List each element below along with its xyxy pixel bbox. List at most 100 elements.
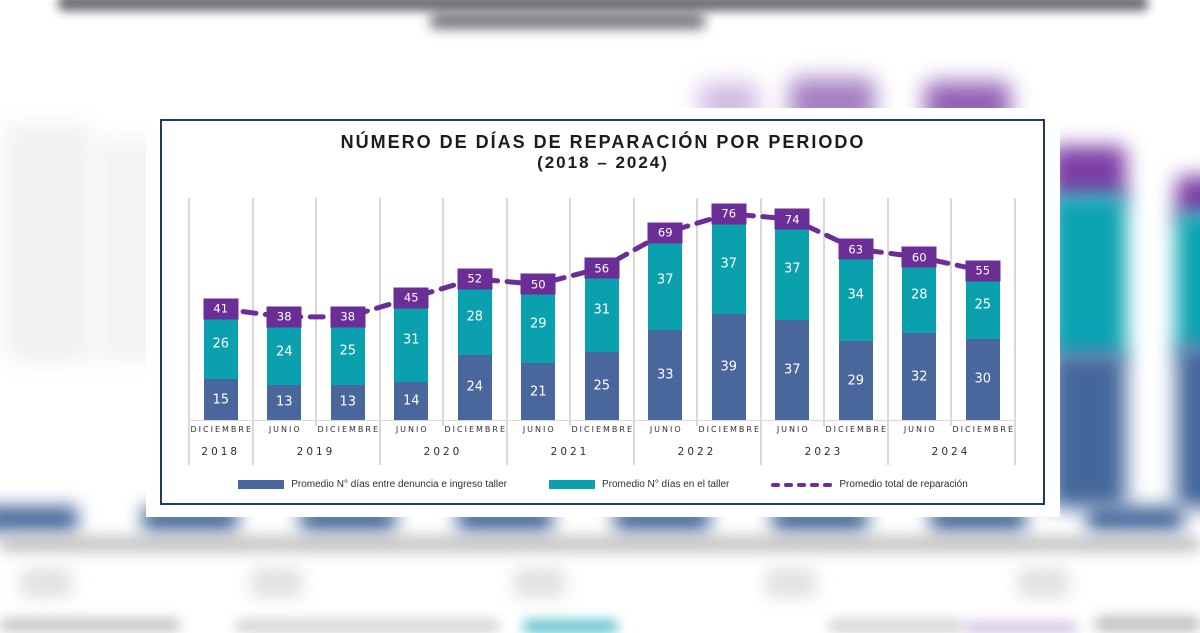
bar-segment-taller bbox=[203, 308, 238, 380]
legend-label: Promedio N° días en el taller bbox=[601, 479, 730, 490]
bar-segment-value: 15 bbox=[212, 392, 230, 408]
bar-segment-value: 14 bbox=[402, 393, 420, 409]
bar-segment-denuncia bbox=[648, 330, 683, 420]
legend-dash bbox=[797, 482, 807, 487]
bar-segment-value: 28 bbox=[466, 309, 484, 325]
x-axis-month-label: JUNIO bbox=[776, 425, 810, 434]
x-axis-year-label: 2022 bbox=[677, 446, 717, 458]
bg-right-bar1-teal bbox=[1050, 194, 1126, 360]
bg-right-bar2-teal bbox=[1176, 212, 1200, 352]
bar-segment-value: 31 bbox=[593, 302, 611, 318]
x-axis-month-label: DICIEMBRE bbox=[698, 425, 762, 434]
category-gridline bbox=[569, 198, 571, 426]
legend-label: Promedio total de reparación bbox=[839, 479, 968, 490]
year-separator-line bbox=[632, 198, 635, 465]
bar-segment-value: 33 bbox=[656, 367, 674, 383]
bar-segment-taller bbox=[394, 297, 429, 382]
bg-right-bar2-blue bbox=[1176, 344, 1200, 508]
total-label-box: 52 bbox=[457, 268, 493, 290]
chart-title: NÚMERO DE DÍAS DE REPARACIÓN POR PERIODO bbox=[340, 132, 866, 152]
bg-right-bar1-purple bbox=[1050, 146, 1126, 202]
legend-color-swatch bbox=[238, 480, 285, 489]
bar-segment-value: 31 bbox=[402, 332, 420, 348]
x-axis-month-label: DICIEMBRE bbox=[952, 425, 1016, 434]
plot-area: 15 26 13 24 13 25 14 31 24 28 21 29 25 31 33 37 39 37 37 37… bbox=[146, 108, 1060, 517]
x-axis-month-label: JUNIO bbox=[522, 425, 556, 434]
bar-segment-denuncia bbox=[711, 314, 746, 420]
bar-segment-denuncia bbox=[838, 341, 873, 420]
bg-legend-teal-swatch bbox=[523, 620, 618, 633]
legend-item: Promedio N° días en el taller bbox=[548, 479, 730, 490]
total-label-box: 69 bbox=[647, 222, 683, 244]
legend-dashed-line-swatch bbox=[771, 482, 833, 487]
bg-right-bar1-blue bbox=[1050, 352, 1126, 508]
bar-segment-value: 13 bbox=[339, 394, 357, 410]
total-label-box: 45 bbox=[393, 287, 429, 309]
year-separator-line bbox=[378, 198, 381, 465]
year-separator-line bbox=[505, 198, 508, 465]
bar-segment-value: 24 bbox=[275, 344, 293, 360]
bar-segment-taller bbox=[267, 319, 302, 385]
bg-year-blob-2 bbox=[251, 568, 303, 598]
year-separator-line bbox=[886, 198, 889, 465]
bar-segment-taller bbox=[711, 213, 746, 315]
category-gridline bbox=[823, 198, 825, 426]
legend-dash bbox=[823, 482, 833, 487]
year-separator-line bbox=[759, 198, 762, 465]
year-separator-line bbox=[1013, 198, 1016, 465]
bar-segment-value: 28 bbox=[910, 287, 928, 303]
bar-segment-value: 37 bbox=[783, 261, 801, 277]
bg-legend-purple-swatch bbox=[963, 622, 1078, 633]
bg-bottom-bar-8 bbox=[1087, 506, 1183, 532]
bar-segment-denuncia bbox=[775, 319, 810, 420]
x-axis-month-label: JUNIO bbox=[903, 425, 937, 434]
x-axis-month-label: DICIEMBRE bbox=[190, 425, 254, 434]
bar-segment-denuncia bbox=[457, 354, 492, 420]
total-label-box: 50 bbox=[520, 273, 556, 295]
bar-segment-denuncia bbox=[394, 382, 429, 420]
bar-segment-taller bbox=[330, 316, 365, 385]
x-axis-month-label: JUNIO bbox=[268, 425, 302, 434]
legend-color-swatch bbox=[548, 480, 595, 489]
bg-subtitle-blur bbox=[430, 13, 705, 29]
bar-segment-taller bbox=[457, 278, 492, 355]
x-axis-month-label: JUNIO bbox=[649, 425, 683, 434]
chart-panel: NÚMERO DE DÍAS DE REPARACIÓN POR PERIODO… bbox=[146, 108, 1060, 517]
bar-segment-value: 37 bbox=[656, 272, 674, 288]
legend-item: Promedio total de reparación bbox=[771, 479, 968, 490]
bg-title-blur bbox=[58, 0, 1148, 11]
total-label-box: 60 bbox=[901, 246, 937, 268]
bar-segment-denuncia bbox=[584, 352, 619, 420]
x-axis-year-label: 2021 bbox=[550, 446, 590, 458]
total-label-box: 38 bbox=[330, 306, 366, 328]
x-axis-year-label: 2020 bbox=[423, 446, 463, 458]
bg-legend-text-3 bbox=[828, 620, 963, 632]
bar-segment-taller bbox=[648, 230, 683, 331]
bg-axis-text-band bbox=[0, 536, 1200, 552]
bg-left-faint-1 bbox=[6, 124, 90, 362]
legend-label: Promedio N° días entre denuncia e ingres… bbox=[291, 479, 507, 490]
bg-bottom-bar-1 bbox=[0, 506, 78, 532]
x-axis-year-label: 2018 bbox=[201, 446, 241, 458]
legend: Promedio N° días entre denuncia e ingres… bbox=[146, 479, 1060, 490]
chart-border bbox=[160, 119, 1045, 505]
bar-segment-value: 13 bbox=[275, 394, 293, 410]
bg-legend-text-1 bbox=[0, 618, 180, 632]
bg-year-blob-4 bbox=[765, 568, 817, 598]
total-label-box: 41 bbox=[203, 298, 239, 320]
total-label-box: 76 bbox=[711, 203, 747, 225]
total-label-box: 55 bbox=[965, 260, 1001, 282]
bar-segment-value: 34 bbox=[847, 287, 865, 303]
bar-segment-denuncia bbox=[902, 333, 937, 420]
bar-segment-value: 30 bbox=[974, 371, 992, 387]
x-axis-month-label: DICIEMBRE bbox=[571, 425, 635, 434]
x-axis-year-label: 2024 bbox=[931, 446, 971, 458]
category-gridline bbox=[950, 198, 952, 426]
bg-year-blob-1 bbox=[20, 568, 72, 598]
bar-segment-taller bbox=[902, 257, 937, 334]
x-axis-month-label: DICIEMBRE bbox=[444, 425, 508, 434]
bar-segment-taller bbox=[965, 270, 1000, 339]
x-axis-year-label: 2023 bbox=[804, 446, 844, 458]
legend-dash bbox=[810, 482, 820, 487]
